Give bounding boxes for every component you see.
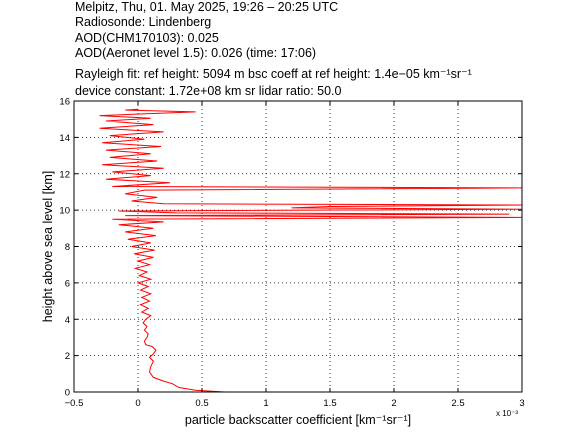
x-multiplier-label: x 10⁻³	[496, 409, 518, 418]
y-axis-label: height above sea level [km]	[41, 171, 55, 322]
x-tick-label: 0	[135, 398, 140, 409]
x-tick-label: 1.5	[323, 398, 336, 409]
x-tick-label: 2	[391, 398, 396, 409]
y-tick-label: 10	[59, 206, 70, 217]
y-tick-label: 4	[65, 315, 70, 326]
y-tick-label: 12	[59, 169, 70, 180]
x-tick-label: 2.5	[451, 398, 464, 409]
header-radiosonde: Radiosonde: Lindenberg	[75, 15, 212, 29]
header-device-constant: device constant: 1.72e+08 km sr lidar ra…	[75, 84, 342, 98]
y-tick-label: 8	[65, 242, 70, 253]
x-tick-label: −0.5	[65, 398, 84, 409]
y-tick-label: 6	[65, 278, 70, 289]
plot-layer	[99, 108, 523, 393]
x-axis-label: particle backscatter coefficient [km⁻¹sr…	[185, 413, 411, 427]
x-tick-label: 0.5	[195, 398, 208, 409]
y-tick-label: 16	[59, 97, 70, 108]
y-tick-label: 0	[65, 388, 70, 399]
x-tick-label: 1	[263, 398, 268, 409]
backscatter-profile-line	[99, 108, 523, 393]
y-tick-label: 2	[65, 351, 70, 362]
grid-layer	[74, 101, 522, 392]
header-aod-aeronet: AOD(Aeronet level 1.5): 0.026 (time: 17:…	[75, 46, 317, 60]
x-tick-label: 3	[519, 398, 524, 409]
y-tick-label: 14	[59, 133, 70, 144]
header-rayleigh-fit: Rayleigh fit: ref height: 5094 m bsc coe…	[75, 67, 472, 81]
header-title-line: Melpitz, Thu, 01. May 2025, 19:26 – 20:2…	[75, 0, 339, 14]
header-aod-chm: AOD(CHM170103): 0.025	[75, 31, 219, 45]
